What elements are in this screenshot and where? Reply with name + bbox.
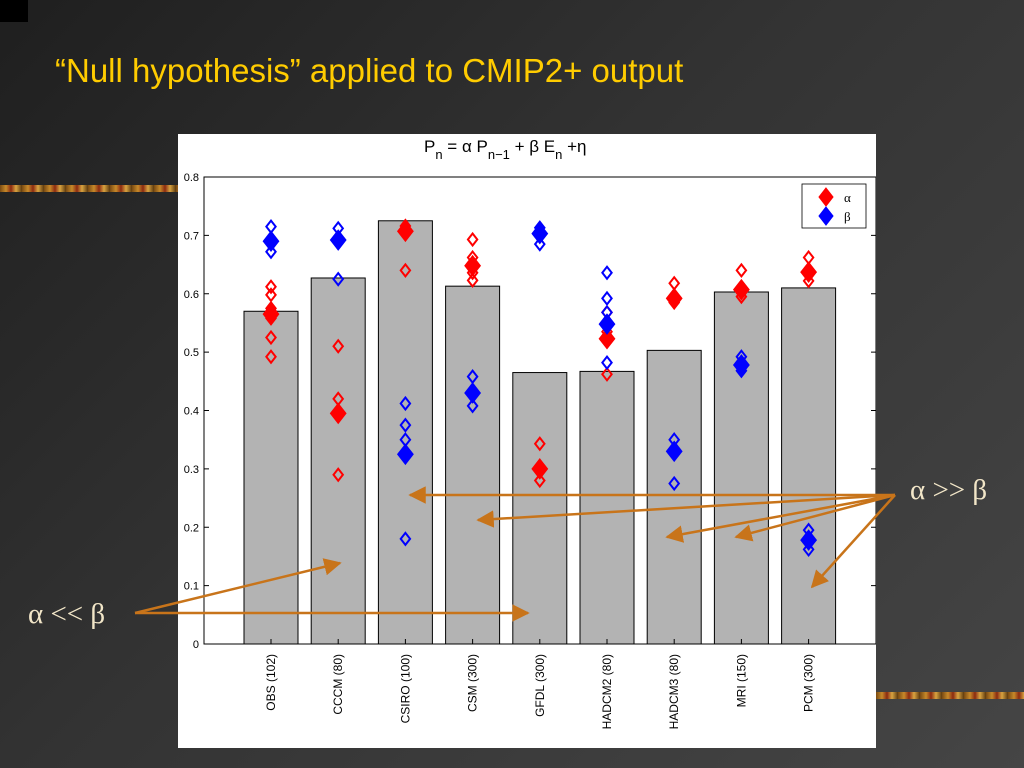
alpha-point-0-4 — [265, 329, 277, 346]
beta-mean-5 — [598, 313, 616, 335]
beta-mean-3 — [464, 382, 482, 404]
alpha-point-5-2 — [601, 366, 613, 382]
category-label-8: PCM (300) — [802, 654, 816, 712]
ytick-label-4: 0.4 — [184, 406, 199, 418]
category-label-2: CSIRO (100) — [398, 654, 412, 723]
bar-3 — [445, 285, 501, 645]
category-label-4: GFDL (300) — [533, 654, 547, 717]
title-alpha-p: = α P — [443, 137, 488, 156]
category-label-5: HADCM2 (80) — [600, 654, 614, 729]
category-label-0: OBS (102) — [264, 654, 278, 711]
chart-title: Pn = α Pn−1 + β En +η — [424, 137, 586, 162]
beta-point-6-1 — [668, 475, 681, 492]
arrow-alpha-gt-beta-mri — [734, 493, 896, 542]
alpha-point-1-2 — [332, 467, 345, 483]
alpha-mean-1 — [329, 402, 347, 425]
alpha-mean-3 — [464, 254, 482, 277]
category-label-6: HADCM3 (80) — [667, 654, 681, 729]
ytick-label-8: 0.8 — [184, 172, 199, 184]
alpha-point-0-5 — [265, 349, 277, 365]
bar-6 — [646, 349, 702, 645]
legend-box — [801, 183, 867, 229]
bar-4 — [512, 372, 568, 645]
beta-point-2-1 — [399, 417, 412, 433]
title-p: P — [424, 137, 435, 156]
slide-title: “Null hypothesis” applied to CMIP2+ outp… — [55, 52, 684, 89]
alpha-point-3-3 — [466, 272, 479, 288]
beta-point-1-1 — [332, 271, 345, 287]
alpha-point-1-0 — [332, 338, 345, 354]
arrow-alpha-gt-beta-pcm — [810, 494, 896, 589]
alpha-mean-8 — [800, 261, 818, 283]
ytick-label-6: 0.6 — [184, 289, 199, 301]
arrow-alpha-gt-beta-hadcm3 — [665, 493, 896, 543]
legend-beta-marker — [818, 206, 834, 226]
ytick-label-7: 0.7 — [184, 230, 199, 242]
ytick-label-2: 0.2 — [184, 522, 199, 534]
title-sub-n: n — [435, 147, 442, 162]
beta-mean-0 — [262, 230, 280, 253]
alpha-mean-4 — [531, 458, 549, 480]
alpha-point-3-0 — [466, 231, 479, 248]
beta-point-2-0 — [399, 395, 412, 412]
title-sub-n-2: n — [555, 147, 562, 162]
alpha-mean-7 — [732, 278, 750, 301]
title-sub-n-minus-1: n−1 — [488, 147, 510, 162]
beta-mean-6 — [665, 440, 683, 463]
arrow-alpha-gt-beta-csm — [476, 493, 896, 528]
beta-mean-8 — [800, 529, 818, 551]
bar-chart: Pn = α Pn−1 + β En +η 00.10.20.30.40.50.… — [184, 137, 876, 729]
beta-mean-4 — [531, 222, 549, 245]
alpha-point-7-0 — [735, 262, 748, 279]
beta-mean-1 — [329, 229, 347, 251]
beta-point-5-0 — [601, 265, 613, 281]
alpha-mean-0 — [262, 303, 280, 325]
alpha-point-4-1 — [533, 472, 546, 489]
alpha-mean-6 — [665, 287, 683, 310]
callout-alpha-lt-beta: α << β — [28, 598, 106, 630]
beta-point-4-1 — [533, 236, 546, 252]
alpha-point-2-1 — [399, 262, 412, 279]
ytick-label-1: 0.1 — [184, 581, 199, 593]
beta-mean-7 — [732, 354, 750, 376]
legend-alpha-marker — [818, 187, 834, 207]
legend: α β — [801, 183, 867, 229]
legend-alpha-label: α — [844, 190, 851, 205]
alpha-point-0-0 — [265, 279, 277, 295]
beta-point-5-3 — [601, 355, 613, 371]
alpha-mean-2 — [396, 220, 414, 243]
corner-block — [0, 0, 28, 22]
bar-5 — [579, 370, 635, 645]
bar-0 — [243, 310, 299, 645]
legend-beta-label: β — [844, 209, 851, 224]
category-label-1: CCCM (80) — [331, 654, 345, 715]
beta-mean-2 — [396, 443, 414, 466]
beta-point-5-1 — [601, 290, 613, 307]
beta-point-2-3 — [399, 531, 412, 547]
ytick-label-5: 0.5 — [184, 347, 199, 359]
ytick-label-3: 0.3 — [184, 464, 199, 476]
decorative-stripe-right — [876, 692, 1024, 699]
title-eta: +η — [562, 137, 586, 156]
title-beta-e: + β E — [510, 137, 555, 156]
callout-alpha-gt-beta: α >> β — [910, 474, 988, 506]
alpha-point-4-0 — [533, 436, 546, 452]
ytick-label-0: 0 — [193, 639, 199, 651]
category-label-7: MRI (150) — [734, 654, 748, 707]
alpha-mean-5 — [598, 327, 616, 350]
chart-figure: Pn = α Pn−1 + β En +η 0 0.1 0.2 0.3 0.4 0.5 0.… — [178, 134, 876, 748]
arrow-alpha-lt-beta-cccm — [134, 558, 342, 615]
decorative-stripe-left — [0, 185, 178, 192]
beta-point-8-1 — [802, 541, 815, 558]
category-label-3: CSM (300) — [466, 654, 480, 712]
beta-point-0-1 — [265, 244, 277, 260]
beta-point-3-1 — [466, 398, 479, 414]
